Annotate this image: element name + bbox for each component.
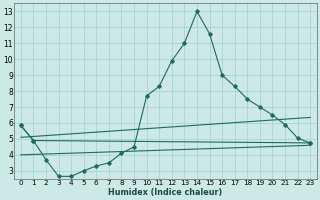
X-axis label: Humidex (Indice chaleur): Humidex (Indice chaleur) (108, 188, 223, 197)
